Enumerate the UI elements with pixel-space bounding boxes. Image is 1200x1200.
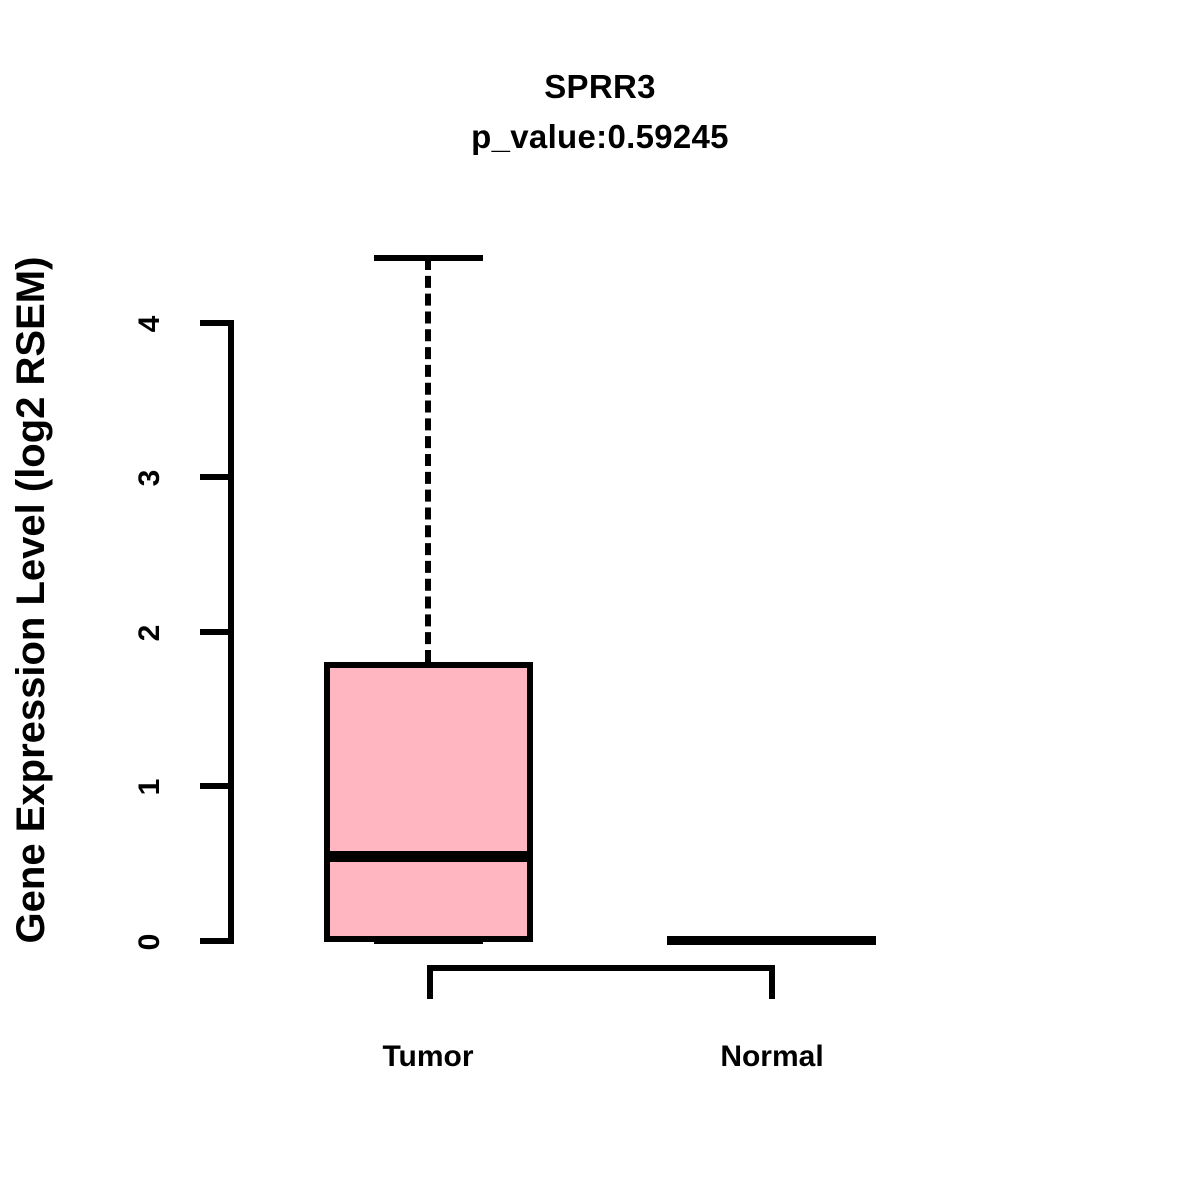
- x-tick-label-normal: Normal: [720, 1040, 824, 1073]
- x-axis-line: [427, 965, 775, 971]
- tumor-median-line: [324, 851, 533, 862]
- normal-box: [667, 936, 876, 945]
- y-tick-0: [200, 938, 231, 944]
- y-tick-label-1: 1: [133, 778, 166, 796]
- x-tick-normal: [769, 965, 775, 999]
- y-axis-label: Gene Expression Level (log2 RSEM): [9, 256, 53, 944]
- y-tick-1: [200, 783, 231, 789]
- y-tick-label-2: 2: [133, 624, 166, 642]
- y-tick-label-4: 4: [133, 315, 166, 333]
- x-tick-tumor: [427, 965, 433, 999]
- page-title: SPRR3: [544, 68, 656, 105]
- y-tick-label-0: 0: [133, 933, 166, 951]
- y-tick-3: [200, 474, 231, 480]
- chart-subtitle-pvalue: p_value:0.59245: [471, 118, 729, 155]
- tumor-upper-whisker: [425, 258, 431, 662]
- y-axis-line: [228, 320, 234, 944]
- y-tick-2: [200, 629, 231, 635]
- tumor-upper-whisker-cap: [374, 255, 483, 261]
- tumor-lower-whisker-cap: [374, 938, 483, 944]
- y-tick-4: [200, 320, 231, 326]
- y-tick-label-3: 3: [133, 469, 166, 487]
- x-tick-label-tumor: Tumor: [382, 1040, 474, 1073]
- tumor-box: [324, 662, 533, 942]
